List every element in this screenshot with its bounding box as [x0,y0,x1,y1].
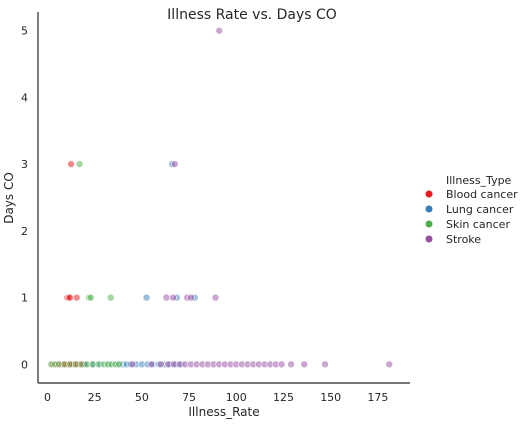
point-stroke [300,360,309,369]
legend-label: Stroke [446,233,481,246]
x-tick-label: 50 [135,391,149,404]
scatter-points [47,26,394,369]
x-tick-label: 75 [182,391,196,404]
x-tick-label: 0 [44,391,51,404]
y-tick-labels: 0 1 2 3 4 5 [21,25,28,372]
legend-label: Skin cancer [446,218,510,231]
point-skin-cancer [87,293,95,302]
point-stroke [215,26,224,35]
y-tick-label: 5 [21,25,28,38]
point-stroke [187,293,195,302]
point-blood-cancer [72,293,81,302]
point-stroke [128,360,137,369]
legend: Illness_Type Blood cancer Lung cancer Skin… [425,174,518,246]
point-stroke [171,160,179,168]
point-stroke [147,360,156,369]
point-skin-cancer [106,293,115,302]
point-lung-cancer [142,293,151,302]
y-tick-label: 2 [21,225,28,238]
legend-marker [425,190,433,198]
point-stroke [211,293,220,302]
legend-marker [425,220,433,228]
y-tick-label: 0 [21,358,28,371]
point-stroke [156,360,165,369]
legend-label: Blood cancer [446,188,518,201]
y-tick-label: 1 [21,292,28,305]
chart-title: Illness Rate vs. Days CO [167,7,337,23]
y-tick-label: 4 [21,91,28,104]
point-blood-cancer [66,293,74,302]
x-tick-label: 125 [273,391,294,404]
legend-title: Illness_Type [446,174,512,187]
y-tick-label: 3 [21,158,28,171]
point-blood-cancer [67,160,75,168]
point-skin-cancer [75,160,84,168]
point-stroke [287,360,295,369]
legend-marker [425,235,433,243]
point-stroke [162,293,171,302]
point-stroke [385,360,394,369]
x-tick-labels: 0 25 50 75 100 125 150 175 [44,391,388,404]
legend-marker [425,205,433,213]
legend-label: Lung cancer [446,203,514,216]
point-stroke [321,360,329,369]
x-tick-label: 175 [367,391,388,404]
x-axis-label: Illness_Rate [188,405,259,419]
point-stroke [169,293,177,302]
point-stroke [277,360,286,369]
x-tick-label: 25 [88,391,102,404]
y-axis-label: Days CO [2,172,16,224]
point-skin-cancer [115,360,123,369]
x-tick-label: 100 [226,391,247,404]
x-tick-label: 150 [320,391,341,404]
